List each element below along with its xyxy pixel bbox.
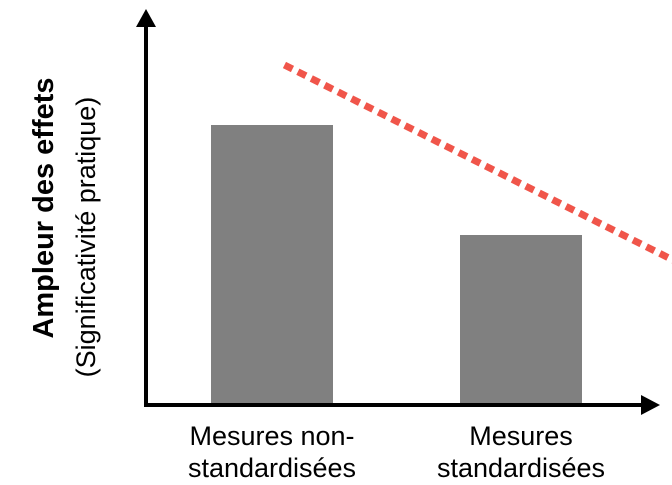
y-axis-title: Ampleur des effets [28,77,60,339]
y-axis-arrowhead [136,9,156,27]
bar-2 [460,235,582,405]
bar-1 [211,125,333,405]
trend-arrow [282,61,672,264]
y-axis-subtitle: (Significativité pratique) [71,96,101,378]
x-axis-arrowhead [641,395,660,415]
x-tick-label-1: Mesures non-standardisées [187,421,357,483]
x-tick-label-2: Mesures standardisées [436,421,606,483]
bars [211,125,582,405]
trend-arrow-line [282,61,672,264]
